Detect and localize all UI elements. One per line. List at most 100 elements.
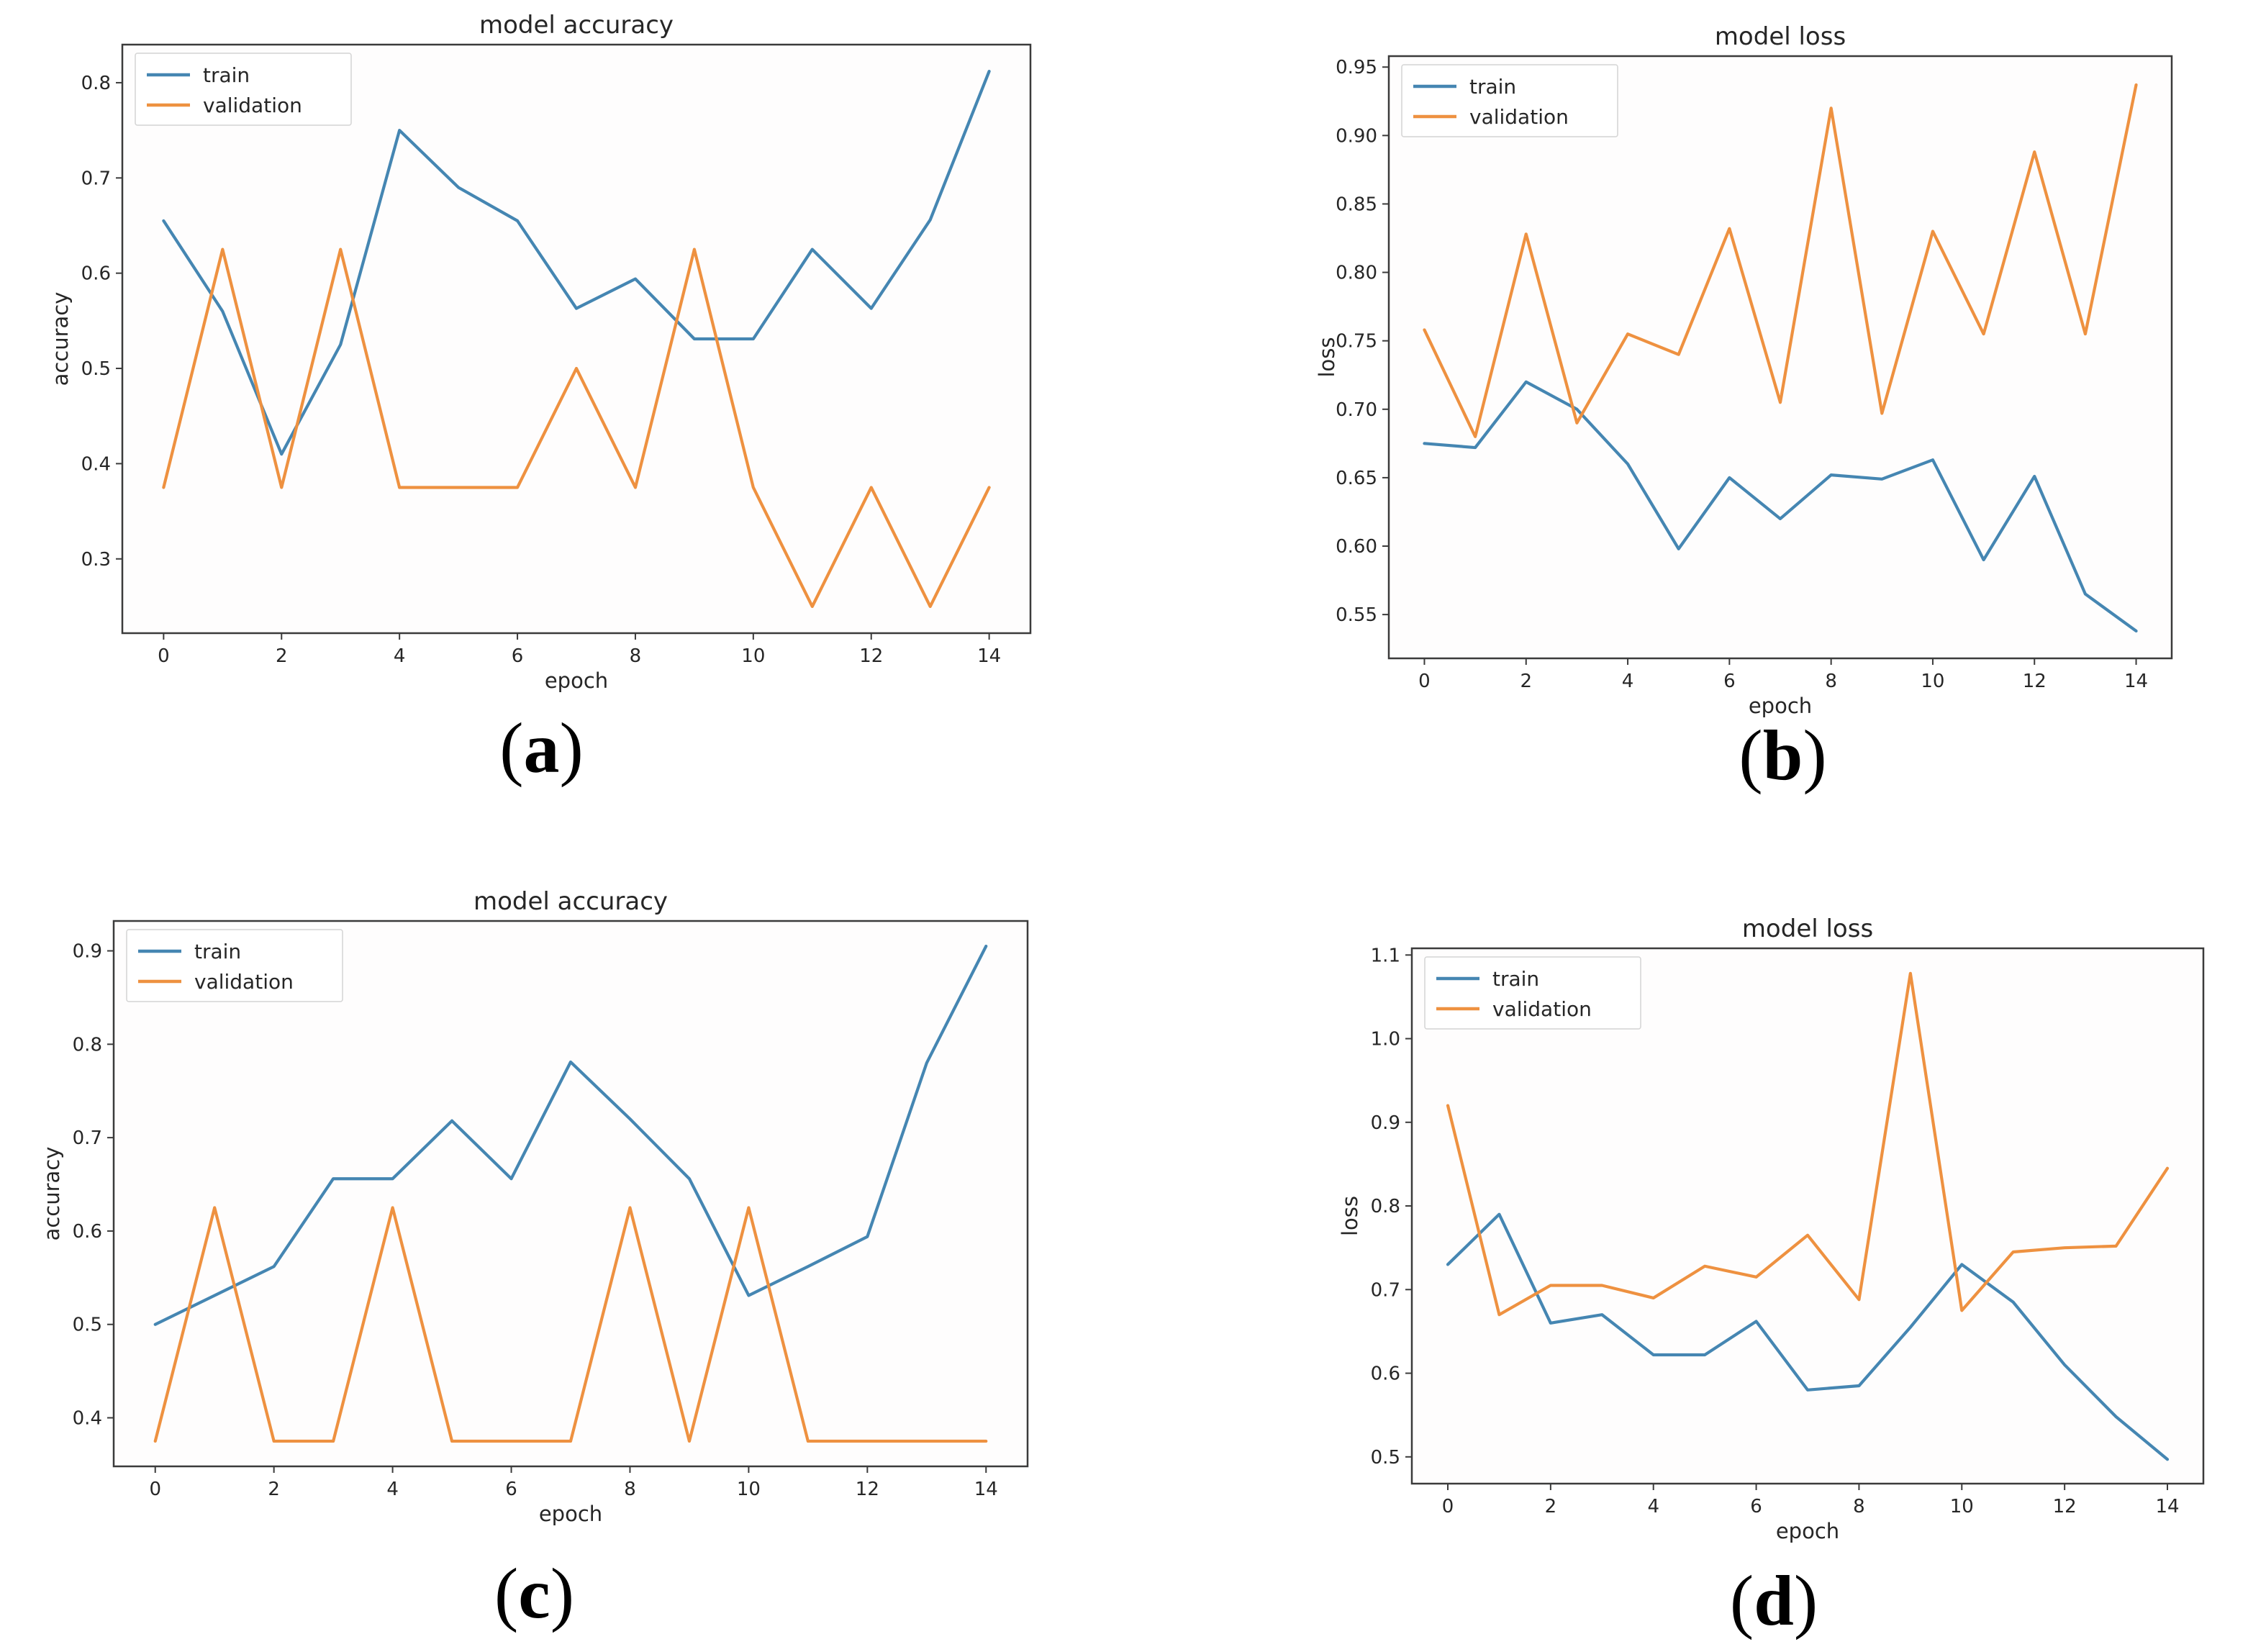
legend-box (126, 929, 343, 1002)
figure-c: model accuracy epoch accuracy 0 2 4 6 8 10 12 14 0.… (32, 860, 1036, 1529)
y-tick-label: 0.7 (1371, 1279, 1400, 1301)
legend-box (135, 53, 352, 126)
x-tick-label: 4 (386, 1479, 399, 1500)
x-tick-label: 14 (2124, 671, 2148, 692)
y-tick-label: 0.65 (1336, 468, 1377, 489)
x-tick-label: 6 (512, 645, 524, 667)
chart-title: model loss (1715, 22, 1846, 51)
series-validation-line (162, 248, 991, 609)
x-axis-label: epoch (539, 1502, 602, 1526)
x-tick-label: 10 (737, 1479, 761, 1500)
x-tick-label: 0 (158, 645, 170, 667)
x-axis-label: epoch (1749, 694, 1812, 718)
chart-a-model-accuracy: model accuracy epoch accuracy 0 2 4 6 8 10 12 14 0.… (48, 11, 1032, 693)
caption-d-open: ( (1729, 1561, 1754, 1640)
caption-c: (c) (32, 1554, 1036, 1633)
x-axis-label: epoch (1776, 1519, 1839, 1543)
x-tick-label: 4 (1622, 671, 1634, 692)
chart-title: model loss (1742, 914, 1873, 943)
series-train-line (1423, 380, 2138, 633)
y-tick-label: 0.5 (73, 1315, 102, 1336)
x-tick-label: 2 (1545, 1496, 1557, 1517)
x-tick-label: 4 (394, 645, 406, 667)
x-tick-label: 0 (1442, 1496, 1454, 1517)
x-tick-label: 12 (2053, 1496, 2077, 1517)
y-tick-label: 0.8 (73, 1034, 102, 1056)
series-validation-line (1446, 971, 2170, 1317)
caption-b-close: ) (1803, 715, 1827, 795)
x-tick-label: 10 (741, 645, 765, 667)
plot-area (112, 920, 1029, 1468)
caption-d: (d) (1331, 1561, 2216, 1640)
x-tick-label: 14 (977, 645, 1001, 667)
x-tick-label: 0 (1418, 671, 1431, 692)
caption-c-letter: c (518, 1553, 550, 1633)
x-tick-label: 0 (149, 1479, 161, 1500)
y-tick-label: 0.3 (81, 549, 111, 571)
y-tick-label: 1.1 (1371, 945, 1400, 966)
series-validation-line (153, 1206, 988, 1443)
y-axis-label: accuracy (48, 292, 73, 386)
y-tick-label: 0.95 (1336, 57, 1377, 78)
series-validation-line (1423, 83, 2138, 438)
caption-b-letter: b (1762, 715, 1803, 795)
y-tick-label: 0.8 (81, 73, 111, 94)
x-tick-label: 12 (2023, 671, 2047, 692)
chart-title: model accuracy (479, 11, 674, 40)
caption-a: (a) (40, 709, 1043, 788)
legend-label-validation: validation (1469, 105, 1569, 129)
y-tick-label: 0.7 (81, 168, 111, 189)
chart-b-model-loss: model loss epoch loss 0 2 4 6 8 10 12 14 0.55 0.60 0.… (1315, 22, 2173, 718)
y-axis-label: loss (1315, 337, 1339, 377)
y-axis-label: accuracy (40, 1147, 64, 1241)
plot-area (1410, 947, 2205, 1485)
chart-d-model-loss: model loss epoch loss 0 2 4 6 8 10 12 14 0.5 0.6 0.7 0… (1338, 914, 2205, 1543)
y-tick-label: 0.5 (81, 358, 111, 380)
y-tick-label: 0.4 (81, 453, 111, 475)
caption-c-open: ( (494, 1553, 519, 1633)
x-tick-label: 4 (1647, 1496, 1659, 1517)
x-tick-label: 2 (268, 1479, 280, 1500)
y-tick-label: 0.5 (1371, 1447, 1400, 1469)
legend-label-train: train (194, 940, 241, 963)
legend-label-train: train (1492, 967, 1539, 991)
x-tick-label: 6 (1723, 671, 1736, 692)
y-axis-label: loss (1338, 1196, 1362, 1236)
x-tick-label: 8 (624, 1479, 636, 1500)
caption-d-close: ) (1793, 1561, 1818, 1640)
x-tick-label: 12 (859, 645, 883, 667)
y-tick-label: 0.7 (73, 1127, 102, 1149)
legend-label-validation: validation (1492, 997, 1592, 1021)
y-tick-label: 0.90 (1336, 125, 1377, 147)
y-tick-label: 0.80 (1336, 263, 1377, 284)
y-tick-label: 0.6 (1371, 1363, 1400, 1385)
y-tick-label: 0.55 (1336, 604, 1377, 626)
figure-d: model loss epoch loss 0 2 4 6 8 10 12 14 0.5 0.6 0.7 0… (1331, 889, 2216, 1547)
x-tick-label: 6 (505, 1479, 517, 1500)
x-tick-label: 8 (630, 645, 642, 667)
figure-b: model loss epoch loss 0 2 4 6 8 10 12 14 0.55 0.60 0.… (1306, 11, 2202, 723)
legend-label-train: train (203, 63, 250, 87)
x-axis-label: epoch (545, 668, 608, 693)
series-train-line (162, 69, 991, 456)
plot-area (1387, 55, 2173, 660)
x-tick-label: 14 (2155, 1496, 2179, 1517)
chart-c-model-accuracy: model accuracy epoch accuracy 0 2 4 6 8 10 12 14 0.… (40, 887, 1029, 1526)
x-tick-label: 2 (276, 645, 288, 667)
plot-area (121, 43, 1032, 635)
legend-box (1424, 956, 1641, 1030)
y-tick-label: 0.9 (1371, 1112, 1400, 1134)
x-tick-label: 10 (1950, 1496, 1974, 1517)
x-tick-label: 10 (1921, 671, 1944, 692)
y-tick-label: 0.4 (73, 1408, 102, 1430)
series-train-line (1446, 1212, 2170, 1461)
caption-a-open: ( (499, 708, 524, 788)
y-tick-label: 0.9 (73, 941, 102, 963)
x-tick-label: 6 (1750, 1496, 1762, 1517)
caption-d-letter: d (1754, 1561, 1794, 1640)
caption-a-close: ) (559, 708, 584, 788)
series-train-line (153, 944, 988, 1326)
caption-b-open: ( (1739, 715, 1763, 795)
x-tick-label: 12 (856, 1479, 879, 1500)
y-tick-label: 0.60 (1336, 536, 1377, 558)
